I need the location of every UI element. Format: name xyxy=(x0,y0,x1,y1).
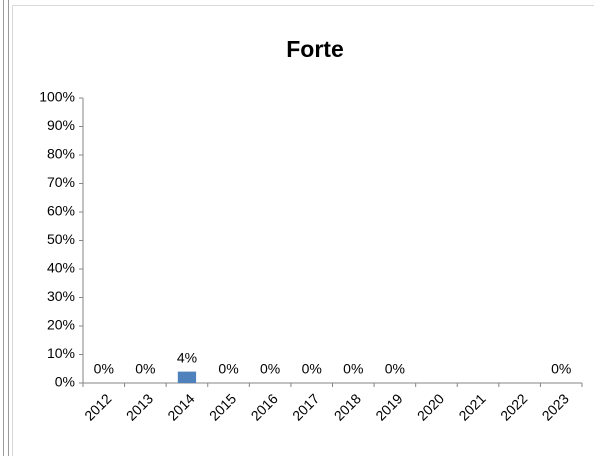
y-tick-label: 40% xyxy=(47,260,75,276)
data-label: 0% xyxy=(218,361,238,377)
y-tick-label: 60% xyxy=(47,203,75,219)
data-label: 0% xyxy=(94,361,114,377)
chart-area xyxy=(12,5,594,456)
y-tick-label: 0% xyxy=(55,374,75,390)
data-label: 0% xyxy=(302,361,322,377)
y-tick-label: 100% xyxy=(39,89,75,105)
y-tick-label: 20% xyxy=(47,317,75,333)
bar xyxy=(177,371,197,383)
data-label: 0% xyxy=(135,361,155,377)
y-tick-label: 50% xyxy=(47,231,75,247)
chart-title: Forte xyxy=(286,36,344,62)
y-tick-label: 70% xyxy=(47,174,75,190)
y-tick-label: 90% xyxy=(47,117,75,133)
y-tick-label: 30% xyxy=(47,288,75,304)
y-tick-label: 80% xyxy=(47,146,75,162)
data-label: 0% xyxy=(551,361,571,377)
data-label: 0% xyxy=(260,361,280,377)
data-label: 0% xyxy=(343,361,363,377)
data-label: 0% xyxy=(385,361,405,377)
y-tick-label: 10% xyxy=(47,345,75,361)
data-label: 4% xyxy=(177,349,197,365)
